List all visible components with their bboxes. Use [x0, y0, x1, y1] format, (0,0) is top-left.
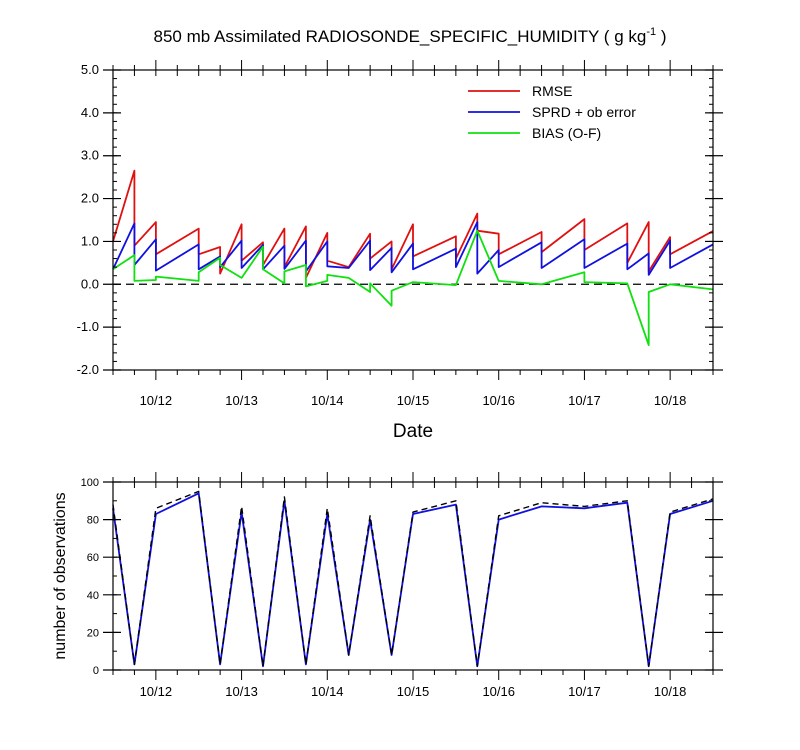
- y-tick-label: 80: [87, 515, 99, 527]
- y-tick-label: 60: [87, 552, 99, 564]
- y-tick-label: 1.0: [81, 233, 99, 248]
- y-axis-label: number of observations: [52, 492, 69, 659]
- y-tick-label: 20: [87, 627, 99, 639]
- y-tick-label: 0.0: [81, 276, 99, 291]
- chart-title-exponent: -1: [646, 26, 656, 38]
- x-tick-label: 10/12: [140, 393, 173, 408]
- x-tick-label: 10/13: [225, 393, 258, 408]
- chart-title-main: 850 mb Assimilated RADIOSONDE_SPECIFIC_H…: [154, 27, 647, 46]
- x-tick-label: 10/17: [568, 684, 601, 699]
- x-tick-label: 10/18: [654, 393, 687, 408]
- legend-label: BIAS (O-F): [532, 125, 601, 141]
- x-tick-label: 10/15: [397, 684, 430, 699]
- legend-label: SPRD + ob error: [532, 104, 636, 120]
- bottom-axis-ticks: 100 80 60 40 20 0 10/12 10/13 10/14 10/15 10/16 10/…: [81, 472, 723, 699]
- bottom-plot-frame: [112, 481, 714, 671]
- y-tick-label: 100: [81, 477, 99, 489]
- legend-label: RMSE: [532, 83, 572, 99]
- top-chart-panel: 5.0 4.0 3.0 2.0 1.0 0.0 -1.0 -2.0 10/12 10/13 10/1…: [77, 60, 723, 442]
- y-tick-label: 4.0: [81, 105, 99, 120]
- y-tick-label: -1.0: [77, 319, 99, 334]
- x-tick-label: 10/14: [311, 393, 344, 408]
- x-axis-label: Date: [393, 421, 433, 442]
- series-line-sprd-ob-error: [112, 221, 714, 276]
- y-tick-label: 0: [93, 665, 99, 677]
- bottom-chart-panel: 100 80 60 40 20 0 10/12 10/13 10/14 10/15 10/16 10/…: [52, 472, 723, 699]
- x-tick-label: 10/15: [397, 393, 430, 408]
- series-line-possible: [112, 490, 714, 667]
- x-tick-label: 10/13: [225, 684, 258, 699]
- series-line-bias-o-f: [112, 229, 714, 347]
- x-tick-label: 10/12: [140, 684, 173, 699]
- x-tick-label: 10/18: [654, 684, 687, 699]
- series-line-used: [112, 492, 714, 668]
- top-axis-ticks: 5.0 4.0 3.0 2.0 1.0 0.0 -1.0 -2.0 10/12 10/13 10/1…: [77, 60, 723, 408]
- x-tick-label: 10/16: [482, 393, 515, 408]
- bottom-series-group: [112, 490, 714, 668]
- y-tick-label: 5.0: [81, 62, 99, 77]
- x-tick-label: 10/14: [311, 684, 344, 699]
- y-tick-label: 2.0: [81, 191, 99, 206]
- x-tick-label: 10/17: [568, 393, 601, 408]
- y-tick-label: -2.0: [77, 362, 99, 377]
- y-tick-label: 40: [87, 590, 99, 602]
- x-tick-label: 10/16: [482, 684, 515, 699]
- top-series-group: [112, 169, 714, 347]
- chart-title-end: ): [656, 27, 666, 46]
- chart-title: 850 mb Assimilated RADIOSONDE_SPECIFIC_H…: [154, 26, 667, 46]
- legend: RMSE SPRD + ob error BIAS (O-F): [468, 83, 636, 141]
- y-tick-label: 3.0: [81, 148, 99, 163]
